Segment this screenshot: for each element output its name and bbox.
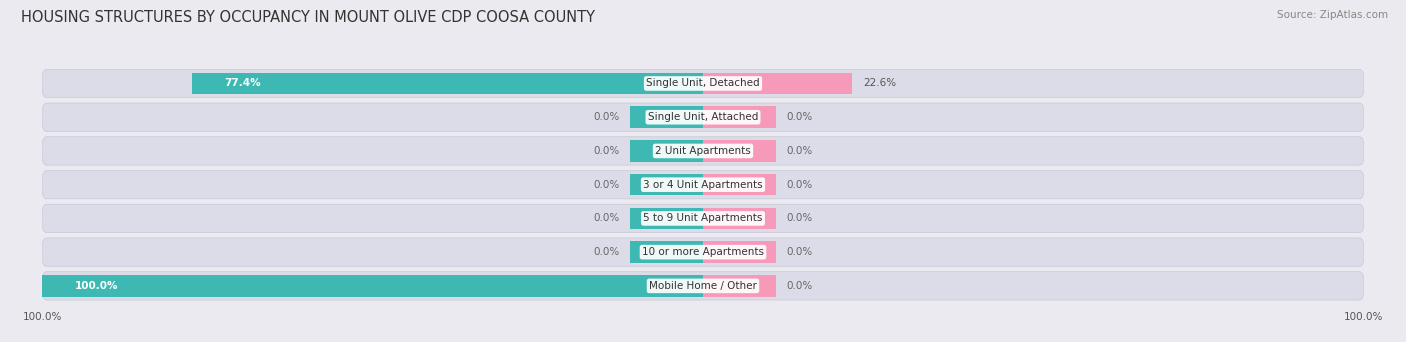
- Bar: [703, 275, 776, 297]
- Text: 0.0%: 0.0%: [786, 112, 813, 122]
- Text: Single Unit, Detached: Single Unit, Detached: [647, 78, 759, 89]
- FancyBboxPatch shape: [42, 204, 1364, 233]
- Text: 77.4%: 77.4%: [225, 78, 262, 89]
- FancyBboxPatch shape: [42, 137, 1364, 165]
- Text: 0.0%: 0.0%: [786, 247, 813, 257]
- Text: Single Unit, Attached: Single Unit, Attached: [648, 112, 758, 122]
- FancyBboxPatch shape: [42, 171, 1364, 199]
- Text: HOUSING STRUCTURES BY OCCUPANCY IN MOUNT OLIVE CDP COOSA COUNTY: HOUSING STRUCTURES BY OCCUPANCY IN MOUNT…: [21, 10, 595, 25]
- Bar: [703, 140, 776, 162]
- Text: 0.0%: 0.0%: [786, 213, 813, 223]
- Bar: [630, 241, 703, 263]
- Text: 0.0%: 0.0%: [786, 146, 813, 156]
- Text: 5 to 9 Unit Apartments: 5 to 9 Unit Apartments: [644, 213, 762, 223]
- Text: 0.0%: 0.0%: [786, 281, 813, 291]
- Text: Mobile Home / Other: Mobile Home / Other: [650, 281, 756, 291]
- Bar: [703, 106, 776, 128]
- FancyBboxPatch shape: [42, 103, 1364, 131]
- Text: 2 Unit Apartments: 2 Unit Apartments: [655, 146, 751, 156]
- Text: 3 or 4 Unit Apartments: 3 or 4 Unit Apartments: [643, 180, 763, 190]
- Text: 0.0%: 0.0%: [593, 247, 620, 257]
- Text: Source: ZipAtlas.com: Source: ZipAtlas.com: [1277, 10, 1388, 20]
- FancyBboxPatch shape: [42, 69, 1364, 98]
- Text: 100.0%: 100.0%: [76, 281, 118, 291]
- Bar: [703, 208, 776, 229]
- Bar: [703, 174, 776, 196]
- Bar: [703, 241, 776, 263]
- Text: 0.0%: 0.0%: [593, 213, 620, 223]
- Bar: [42, 275, 703, 297]
- Bar: [703, 73, 852, 94]
- Text: 0.0%: 0.0%: [786, 180, 813, 190]
- Text: 10 or more Apartments: 10 or more Apartments: [643, 247, 763, 257]
- Bar: [191, 73, 703, 94]
- Bar: [630, 140, 703, 162]
- Text: 22.6%: 22.6%: [863, 78, 896, 89]
- Text: 0.0%: 0.0%: [593, 180, 620, 190]
- Bar: [630, 174, 703, 196]
- FancyBboxPatch shape: [42, 272, 1364, 300]
- Text: 0.0%: 0.0%: [593, 112, 620, 122]
- FancyBboxPatch shape: [42, 238, 1364, 266]
- Text: 0.0%: 0.0%: [593, 146, 620, 156]
- Bar: [630, 106, 703, 128]
- Bar: [630, 208, 703, 229]
